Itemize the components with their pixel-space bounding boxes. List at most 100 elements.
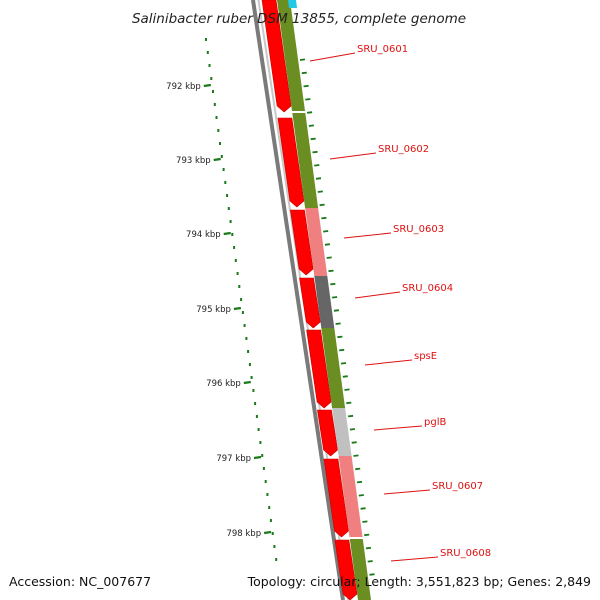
outer-tick: [306, 111, 313, 114]
ruler-tick: [243, 380, 251, 385]
outer-tick: [315, 177, 322, 180]
outer-tick: [339, 348, 345, 352]
outer-tick: [362, 520, 368, 523]
ruler-tick: [233, 306, 242, 311]
scale-dot: [257, 428, 260, 431]
gene-sliver: [288, 0, 297, 8]
outer-tick: [328, 269, 334, 273]
gene-label: spsE: [414, 351, 437, 362]
map-title: Salinibacter ruber DSM 13855, complete g…: [132, 11, 466, 27]
scale-dot: [229, 220, 232, 223]
cds-arrow: [306, 329, 332, 409]
scale-dot: [227, 207, 230, 210]
cds-arrow: [290, 209, 314, 276]
outer-tick: [324, 243, 331, 246]
ruler-label: 794 kbp: [186, 230, 221, 240]
scale-dot: [222, 168, 225, 171]
scale-dot: [243, 324, 246, 327]
outer-tick: [365, 546, 372, 550]
gene-labels: SRU_0601 SRU_0602 SRU_0603 SRU_0604 spsE pglB…: [309, 44, 491, 562]
outer-tick: [335, 322, 341, 325]
scale-dot: [250, 376, 253, 379]
ruler-tick: [203, 83, 211, 88]
gene-block: [332, 408, 352, 456]
scale-dot: [236, 272, 239, 275]
gene-block: [321, 328, 346, 408]
scale-dot: [262, 467, 265, 470]
scale-dot: [212, 90, 214, 93]
outer-tick: [340, 362, 347, 365]
cds-arrow: [277, 117, 305, 208]
gene-label: SRU_0607: [432, 481, 483, 492]
scale-dot: [252, 389, 255, 392]
outer-tick: [349, 428, 356, 431]
outer-tick: [301, 71, 307, 75]
ruler-label: 792 kbp: [166, 82, 201, 92]
outer-tick: [358, 494, 364, 497]
scale-dot: [234, 259, 237, 262]
outer-tick: [326, 256, 332, 259]
outer-tick: [317, 190, 323, 193]
gene-label: SRU_0603: [393, 224, 444, 235]
cds-arrow: [323, 458, 349, 538]
scale-dot: [273, 545, 276, 548]
gene-track: [277, 0, 371, 600]
gene-block: [277, 0, 305, 111]
outer-tick: [333, 309, 340, 312]
scale-dot: [240, 298, 243, 301]
scale-dot: [271, 532, 274, 535]
label-leader: [309, 52, 356, 62]
outer-tick: [330, 282, 336, 286]
cds-arrow: [317, 409, 338, 457]
outer-tick: [312, 150, 318, 154]
ruler-label: 795 kbp: [196, 305, 231, 315]
outer-tick: [355, 467, 361, 471]
outer-tick: [369, 573, 375, 576]
outer-tick: [319, 203, 325, 207]
label-leader: [383, 489, 431, 495]
scale-dot: [266, 493, 269, 496]
outer-tick: [346, 401, 352, 405]
outer-ticks: [299, 58, 375, 576]
label-leader: [329, 152, 377, 160]
outer-tick: [364, 533, 370, 537]
scale-dot: [269, 519, 272, 522]
scale-dot: [264, 480, 267, 483]
scale-dot: [241, 311, 244, 314]
scale-dot: [208, 64, 211, 67]
outer-tick: [321, 216, 327, 220]
outer-tick: [351, 441, 357, 444]
scale-dot: [205, 38, 207, 41]
ruler-label: 793 kbp: [176, 156, 211, 166]
outer-tick: [337, 335, 343, 339]
label-leader: [390, 556, 439, 562]
gene-label: SRU_0602: [378, 144, 429, 155]
outer-tick: [299, 58, 306, 61]
cds-arrow: [299, 277, 321, 329]
scale-dot: [238, 285, 241, 288]
scale-dot: [247, 350, 250, 353]
gene-block: [314, 276, 335, 328]
label-leader: [373, 425, 423, 431]
scale-dot: [213, 103, 216, 106]
scale-dot: [220, 155, 223, 158]
backbone-line: [251, 0, 345, 600]
outer-tick: [353, 454, 359, 457]
ruler-tick: [263, 530, 272, 535]
gene-label: SRU_0608: [440, 548, 491, 559]
cds-arrow: [334, 539, 358, 600]
ruler: 792 kbp 793 kbp 794 kbp 795 kbp 796 kbp 797 k…: [166, 82, 272, 539]
scale-dot: [248, 363, 251, 366]
outer-tick: [305, 98, 311, 101]
outer-tick: [344, 388, 350, 391]
gene-block: [305, 208, 328, 276]
cds-track: [261, 0, 358, 600]
ruler-label: 798 kbp: [226, 529, 261, 539]
scale-dot: [275, 558, 278, 561]
scale-dot: [210, 77, 213, 80]
outer-tick: [331, 296, 338, 299]
scale-dot: [255, 415, 258, 418]
ruler-label: 797 kbp: [216, 454, 251, 464]
outer-tick: [356, 480, 363, 484]
